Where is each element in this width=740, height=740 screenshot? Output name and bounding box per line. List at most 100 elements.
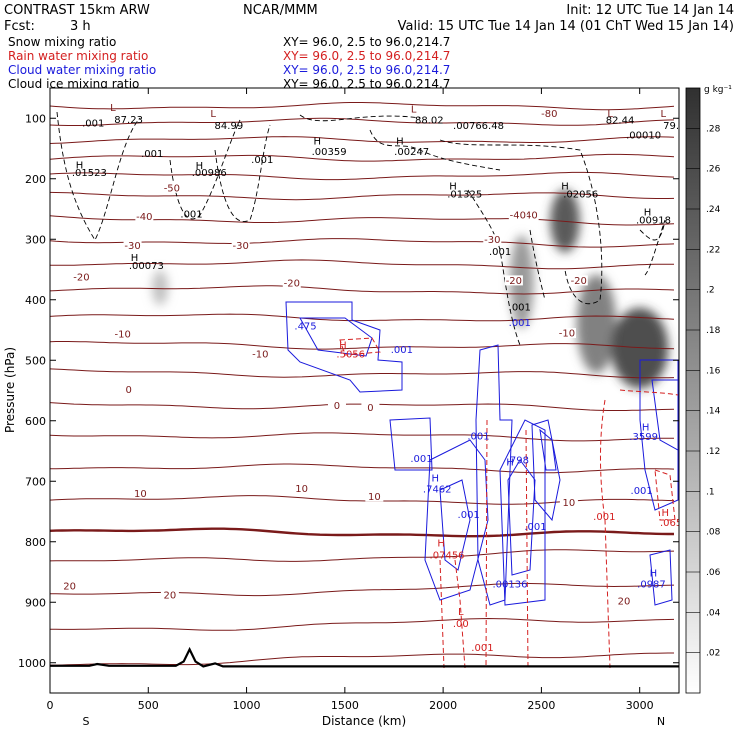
snow-blob <box>152 270 169 306</box>
contour-value-label: .00359 <box>312 147 347 158</box>
isotherm-label: 0 <box>334 401 340 412</box>
extremum-marker: H <box>644 208 652 219</box>
isotherm-label: -20 <box>571 276 587 287</box>
forecast-hour: 3 h <box>70 19 91 34</box>
contour-value-label: .001 <box>631 486 653 497</box>
isotherm-label-bg <box>131 488 150 499</box>
cloud-ice-contour <box>169 119 241 220</box>
contour-value-label: .00766.48 <box>453 121 504 132</box>
colorbar-tick-label: .24 <box>706 205 721 215</box>
isotherm-label-bg <box>508 210 527 221</box>
title-left: CONTRAST 15km ARW <box>4 3 150 18</box>
isotherm-label: -10 <box>252 350 268 361</box>
extremum-marker: L <box>210 109 216 120</box>
cloud-water-contour <box>439 479 471 571</box>
extremum-marker: H <box>561 182 569 193</box>
isotherm-line <box>50 285 675 295</box>
contour-value-label: 88.02 <box>415 116 444 127</box>
cloud-water-contour <box>507 459 536 576</box>
contour-value-label: 79. <box>663 121 679 132</box>
isotherm-label-bg <box>231 240 250 251</box>
isotherm-label-bg <box>251 349 270 360</box>
extremum-marker: H <box>396 137 404 148</box>
extremum-marker: L <box>411 105 417 116</box>
cloud-water-contour <box>531 419 561 522</box>
colorbar-tick-label: .14 <box>706 407 721 417</box>
cloud-water-contour <box>649 549 673 606</box>
contour-value-label: .5056 <box>336 350 365 361</box>
colorbar-tick-label: .02 <box>706 649 720 659</box>
contour-value-label: 87.23 <box>114 115 143 126</box>
rain-water-contour <box>599 399 611 669</box>
extremum-marker: L <box>607 109 613 120</box>
isotherm-label-bg <box>113 329 132 340</box>
extremum-marker: H <box>661 508 669 519</box>
extremum-marker: H <box>449 182 457 193</box>
y-tick-label: 1000 <box>18 657 46 670</box>
contour-value-label: .001 <box>471 643 493 654</box>
y-axis-title: Pressure (hPa) <box>3 347 17 433</box>
isotherm-label-bg <box>540 108 559 119</box>
rain-water-contour <box>619 389 679 396</box>
x-end-label-north: N <box>657 715 665 728</box>
x-tick-label: 1000 <box>233 699 261 712</box>
isotherm-label: 20 <box>164 590 177 601</box>
extremum-marker: H <box>650 569 658 580</box>
contour-value-label: .001 <box>489 247 511 258</box>
contour-value-label: .00986 <box>192 168 227 179</box>
cloud-ice-contour <box>529 229 546 301</box>
snow-blob <box>611 307 669 389</box>
contour-value-label: .01325 <box>447 189 482 200</box>
contour-value-label: .001 <box>410 454 432 465</box>
isotherm-label-bg <box>569 275 588 286</box>
isotherm-label-bg <box>123 240 142 251</box>
isotherm-label-bg <box>119 384 138 395</box>
field-section-coords: XY= 96.0, 2.5 to 96.0,214.7 <box>283 49 450 63</box>
contour-value-label: 82.44 <box>606 116 635 127</box>
isotherm-label-bg <box>162 182 181 193</box>
isotherm-line <box>50 215 675 226</box>
contour-value-label: .001 <box>251 155 273 166</box>
snow-blob <box>576 274 617 374</box>
contour-value-label: .001 <box>458 510 480 521</box>
contour-value-label: .001 <box>141 149 163 160</box>
isotherm-line <box>50 259 675 270</box>
isotherm-label-bg <box>520 210 539 221</box>
x-tick-label: 500 <box>138 699 159 712</box>
contour-value-label: .3599 <box>629 432 658 443</box>
contour-value-label: .001 <box>180 209 202 220</box>
contour-value-label: .0987 <box>637 580 666 591</box>
isotherm-label-bg <box>160 589 179 600</box>
rain-water-contour <box>339 337 381 356</box>
contour-value-label: .02056 <box>563 189 598 200</box>
x-tick-label: 2000 <box>429 699 457 712</box>
isotherm-label: 10 <box>295 484 308 495</box>
title-center: NCAR/MMM <box>243 3 318 18</box>
contour-value-label: .00010 <box>626 131 661 142</box>
isotherm-label: -20 <box>284 278 300 289</box>
isotherm-label: 0 <box>125 385 131 396</box>
y-tick-label: 600 <box>25 415 46 428</box>
contour-value-label: .001 <box>391 345 413 356</box>
isotherm-label: -30 <box>124 241 140 252</box>
isotherm-line <box>50 341 675 350</box>
extremum-marker: L <box>458 607 464 618</box>
isotherm-line <box>50 582 675 597</box>
x-tick-label: 3000 <box>626 699 654 712</box>
cloud-water-contours <box>285 301 679 606</box>
cloud-ice-contour <box>639 219 666 276</box>
contour-value-label: .07456 <box>430 551 465 562</box>
isotherm-label: 20 <box>618 597 631 608</box>
isotherm-label-bg <box>557 328 576 339</box>
contour-value-label: .065 <box>660 518 682 529</box>
extremum-marker: H <box>314 137 322 148</box>
isotherm-line <box>50 102 675 111</box>
y-tick-label: 400 <box>25 294 46 307</box>
isotherm-label: 10 <box>134 489 147 500</box>
colorbar <box>685 87 701 694</box>
x-axis-title: Distance (km) <box>322 714 406 728</box>
isotherm-label-bg <box>292 483 311 494</box>
x-axis: 0 500 1000 1500 2000 2500 3000 <box>47 88 654 712</box>
